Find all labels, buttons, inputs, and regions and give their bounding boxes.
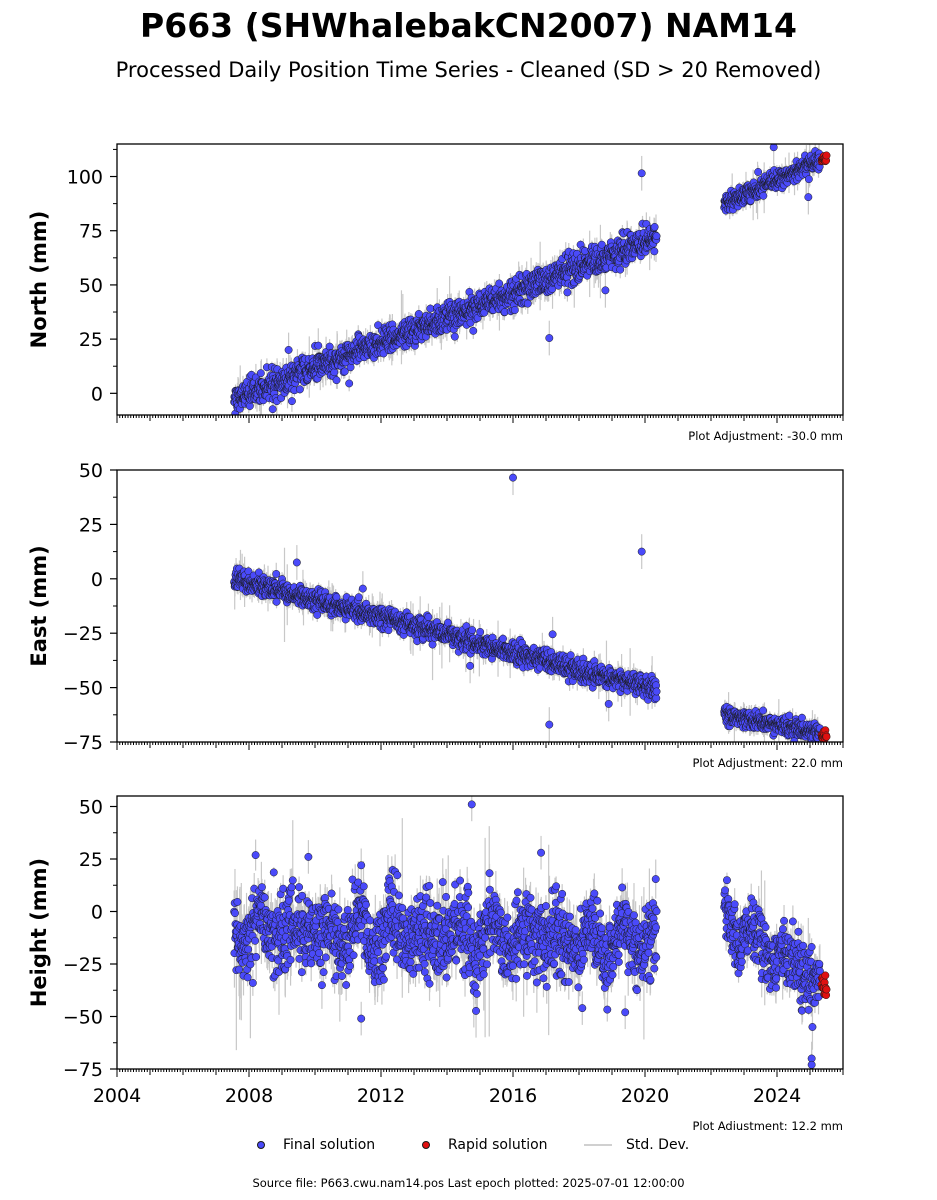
- north-outlier-point: [601, 286, 610, 295]
- page-subtitle: Processed Daily Position Time Series - C…: [115, 58, 822, 82]
- north-ytick-label: 50: [79, 275, 103, 297]
- north-final-point: [597, 240, 606, 249]
- north-final-point: [616, 265, 625, 274]
- north-points: [230, 144, 831, 415]
- north-ytick-label: 100: [67, 167, 103, 189]
- north-final-point: [650, 247, 659, 256]
- north-final-point: [268, 405, 277, 414]
- north-outlier-point: [637, 169, 646, 178]
- north-final-point: [652, 232, 661, 241]
- north-outlier-point: [804, 193, 813, 202]
- north-final-point: [345, 379, 354, 388]
- north-final-point: [469, 326, 478, 335]
- north-plot-adjustment: Plot Adjustment: -30.0 mm: [688, 429, 843, 443]
- north-final-point: [426, 304, 435, 313]
- north-final-point: [340, 367, 349, 376]
- north-ytick-label: 25: [79, 329, 103, 351]
- timeseries-figure: 0 25 50 75 100 North (mm) Plot Adjustment: -30…: [27, 143, 844, 1130]
- north-panel: 0 25 50 75 100 North (mm) Plot Adjustment: -30…: [27, 143, 844, 443]
- north-final-point: [510, 306, 519, 315]
- north-final-point: [754, 168, 763, 176]
- north-final-point: [414, 310, 423, 318]
- north-data: [230, 144, 831, 415]
- north-final-point: [287, 397, 296, 406]
- north-final-point: [495, 279, 504, 288]
- north-final-point: [330, 368, 339, 377]
- north-final-point: [256, 369, 265, 378]
- north-final-point: [450, 332, 459, 341]
- north-ylabel: North (mm): [27, 211, 51, 349]
- north-final-point: [332, 376, 341, 385]
- north-outlier-point: [769, 144, 778, 152]
- north-outlier-point: [284, 346, 293, 354]
- north-outlier-point: [545, 334, 554, 342]
- north-final-point: [295, 385, 304, 394]
- north-ytick-label: 0: [91, 383, 103, 405]
- north-ytick-label: 75: [79, 221, 103, 243]
- north-final-point: [650, 223, 659, 231]
- north-frame: [116, 143, 844, 416]
- north-final-point: [804, 175, 813, 184]
- north-final-point: [563, 288, 572, 297]
- north-final-point: [325, 342, 334, 351]
- north-final-point: [759, 191, 768, 200]
- page-title: P663 (SHWhalebakCN2007) NAM14: [140, 6, 797, 45]
- north-final-point: [523, 299, 532, 308]
- east-data: [230, 470, 831, 742]
- north-rapid-point: [822, 151, 831, 160]
- north-outlier-point: [314, 341, 323, 350]
